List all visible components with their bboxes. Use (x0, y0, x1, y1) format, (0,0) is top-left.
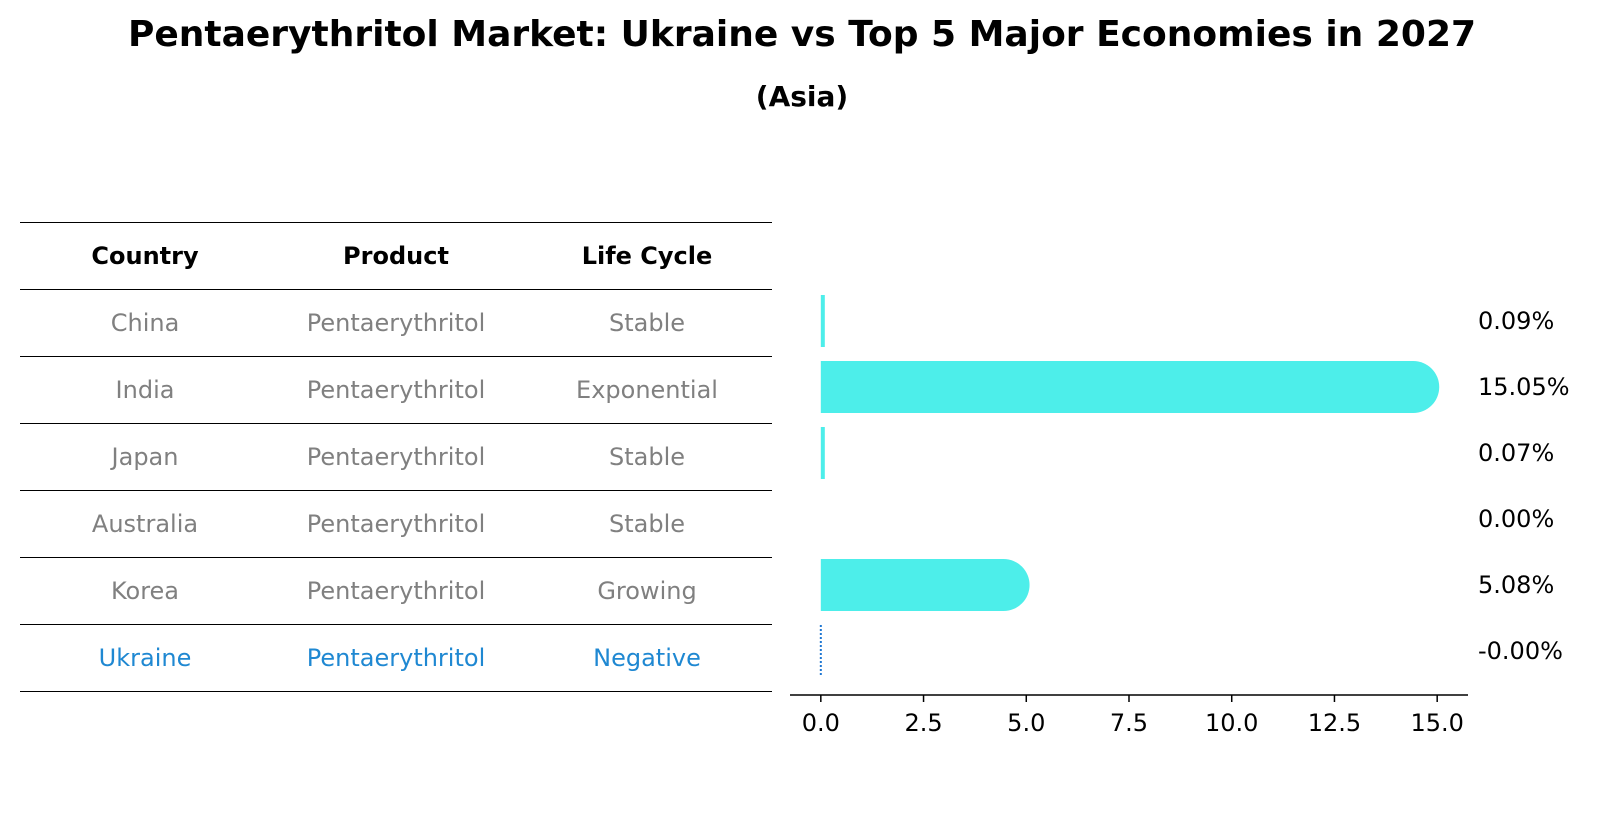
x-tick-label: 10.0 (1205, 709, 1258, 737)
value-label-australia: 0.00% (1478, 505, 1554, 533)
cell-product: Pentaerythritol (270, 557, 522, 625)
cell-product: Pentaerythritol (270, 490, 522, 558)
data-table: Country Product Life Cycle China Pentaer… (20, 222, 772, 692)
cell-life-cycle: Growing (522, 557, 772, 625)
chart-subtitle: (Asia) (755, 80, 849, 113)
table-row-australia: Australia Pentaerythritol Stable (20, 490, 772, 558)
chart-title: Pentaerythritol Market: Ukraine vs Top 5… (127, 14, 1477, 55)
cell-country: Japan (20, 423, 270, 491)
header-product: Product (270, 222, 522, 290)
x-tick-label: 15.0 (1410, 709, 1463, 737)
cell-life-cycle: Exponential (522, 356, 772, 424)
table-row-india: India Pentaerythritol Exponential (20, 356, 772, 424)
cell-country: Korea (20, 557, 270, 625)
cell-country: Australia (20, 490, 270, 558)
cell-product: Pentaerythritol (270, 356, 522, 424)
table-row-ukraine: Ukraine Pentaerythritol Negative (20, 624, 772, 692)
cell-product: Pentaerythritol (270, 624, 522, 692)
x-tick-label: 0.0 (802, 709, 840, 737)
table-header-row: Country Product Life Cycle (20, 222, 772, 290)
bar-korea (820, 559, 1030, 611)
table-row-japan: Japan Pentaerythritol Stable (20, 423, 772, 491)
cell-life-cycle: Negative (522, 624, 772, 692)
header-country: Country (20, 222, 270, 290)
value-label-korea: 5.08% (1478, 571, 1554, 599)
cell-life-cycle: Stable (522, 490, 772, 558)
value-label-china: 0.09% (1478, 307, 1554, 335)
x-tick-label: 5.0 (1007, 709, 1045, 737)
cell-life-cycle: Stable (522, 423, 772, 491)
bar-china (820, 295, 825, 347)
x-tick-label: 2.5 (904, 709, 942, 737)
value-label-ukraine: -0.00% (1478, 637, 1563, 665)
cell-country: India (20, 356, 270, 424)
value-label-japan: 0.07% (1478, 439, 1554, 467)
cell-product: Pentaerythritol (270, 423, 522, 491)
cell-country: China (20, 289, 270, 357)
header-life-cycle: Life Cycle (522, 222, 772, 290)
value-label-india: 15.05% (1478, 373, 1570, 401)
table-row-china: China Pentaerythritol Stable (20, 289, 772, 357)
x-tick-label: 12.5 (1308, 709, 1361, 737)
table-row-korea: Korea Pentaerythritol Growing (20, 557, 772, 625)
x-tick-label: 7.5 (1110, 709, 1148, 737)
bar-japan (820, 427, 825, 479)
bar-india (820, 361, 1440, 413)
cell-product: Pentaerythritol (270, 289, 522, 357)
cell-country: Ukraine (20, 624, 270, 692)
cell-life-cycle: Stable (522, 289, 772, 357)
